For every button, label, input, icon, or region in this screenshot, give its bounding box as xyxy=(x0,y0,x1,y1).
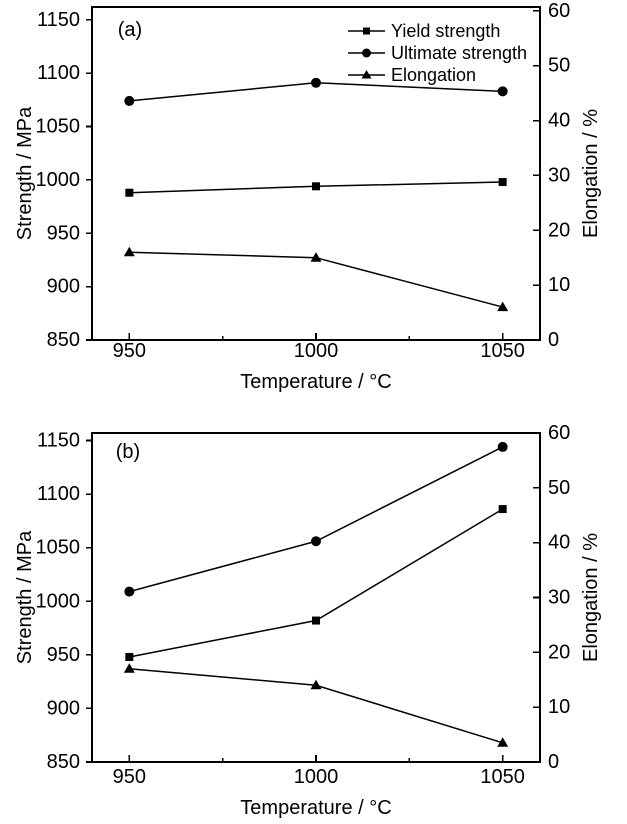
y-left-tick-label: 900 xyxy=(47,697,80,719)
x-tick-label: 1050 xyxy=(480,766,525,788)
data-point-circle xyxy=(497,441,508,452)
y-right-tick-label: 50 xyxy=(548,55,570,77)
data-point-triangle xyxy=(123,246,135,257)
data-point-square xyxy=(312,616,320,625)
y-axis-left-title: Strength / MPa xyxy=(14,106,36,240)
series-square xyxy=(125,178,507,197)
chart-panel-b: 850 900 950 1000 1050 1100 1150 0 10 20 30 40 50 60 95… xyxy=(14,422,602,819)
data-point-square xyxy=(498,178,507,187)
plot-border xyxy=(91,432,541,763)
y-right-tick-label: 60 xyxy=(548,0,570,22)
y-left-tick-label: 950 xyxy=(47,644,80,666)
data-point-circle xyxy=(497,86,508,97)
y-left-tick-label: 1100 xyxy=(37,483,80,505)
x-tick-label: 1000 xyxy=(294,766,339,788)
y-right-tick-label: 60 xyxy=(548,422,570,444)
y-right-tick-label: 40 xyxy=(548,532,570,554)
data-point-square xyxy=(125,652,134,661)
series-circle xyxy=(124,77,508,106)
series-triangle xyxy=(123,246,509,312)
series-line xyxy=(129,508,504,658)
x-tick-label: 1000 xyxy=(294,340,339,362)
y-right-tick-label: 10 xyxy=(548,696,570,718)
data-point-triangle xyxy=(123,663,135,673)
y-left-tick-label: 1000 xyxy=(36,169,81,191)
legend-label: Ultimate strength xyxy=(391,43,527,63)
legend-label: Elongation xyxy=(391,65,476,85)
data-point-triangle xyxy=(310,679,322,690)
legend-marker-circle xyxy=(362,48,371,58)
data-point-triangle xyxy=(497,737,509,747)
axes-ticks xyxy=(86,10,540,341)
series-triangle xyxy=(123,663,509,747)
data-point-square xyxy=(125,188,134,197)
series-square xyxy=(125,505,507,661)
data-point-circle xyxy=(311,77,321,88)
legend-marker-square xyxy=(363,27,370,35)
y-left-tick-label: 1050 xyxy=(36,537,81,559)
series-line xyxy=(129,446,504,593)
y-right-tick-label: 30 xyxy=(548,164,570,186)
y-right-tick-label: 10 xyxy=(548,274,570,296)
y-right-tick-label: 0 xyxy=(548,329,559,351)
y-left-tick-label: 950 xyxy=(47,222,80,244)
y-left-tick-label: 900 xyxy=(47,276,80,298)
y-right-tick-label: 30 xyxy=(548,587,570,609)
data-point-circle xyxy=(124,95,135,106)
x-tick-label: 1050 xyxy=(480,340,525,362)
y-left-tick-label: 850 xyxy=(47,751,80,773)
y-left-tick-label: 1000 xyxy=(36,590,81,612)
y-right-tick-label: 50 xyxy=(548,477,570,499)
data-point-circle xyxy=(311,536,321,547)
legend-marker-triangle xyxy=(361,70,372,79)
y-axis-left-title: Strength / MPa xyxy=(14,530,36,664)
y-left-tick-label: 1150 xyxy=(37,430,80,452)
y-right-tick-label: 20 xyxy=(548,641,570,663)
y-left-tick-label: 1100 xyxy=(37,62,80,84)
panel-label: (a) xyxy=(118,19,142,41)
y-axis-right-title: Elongation / % xyxy=(580,109,602,238)
x-tick-label: 950 xyxy=(113,340,146,362)
y-right-tick-label: 40 xyxy=(548,110,570,132)
y-left-tick-label: 1150 xyxy=(37,9,80,31)
data-point-triangle xyxy=(497,301,509,312)
axes-ticks xyxy=(86,432,540,763)
data-point-square xyxy=(498,505,507,514)
x-axis-title: Temperature / °C xyxy=(240,797,391,819)
panel-label: (b) xyxy=(116,441,140,463)
data-point-circle xyxy=(124,586,135,597)
series-circle xyxy=(124,441,508,597)
chart-panel-a: 850 900 950 1000 1050 1100 1150 0 10 20 30 40 50 60 95… xyxy=(14,0,602,393)
y-right-tick-label: 20 xyxy=(548,219,570,241)
legend-label: Yield strength xyxy=(391,21,500,41)
y-left-tick-label: 850 xyxy=(47,329,80,351)
data-point-triangle xyxy=(310,252,322,262)
y-right-tick-label: 0 xyxy=(548,751,559,773)
x-tick-label: 950 xyxy=(113,766,146,788)
x-axis-title: Temperature / °C xyxy=(240,371,391,393)
data-point-square xyxy=(312,182,320,191)
y-left-tick-label: 1050 xyxy=(36,116,81,138)
y-axis-right-title: Elongation / % xyxy=(580,533,602,662)
